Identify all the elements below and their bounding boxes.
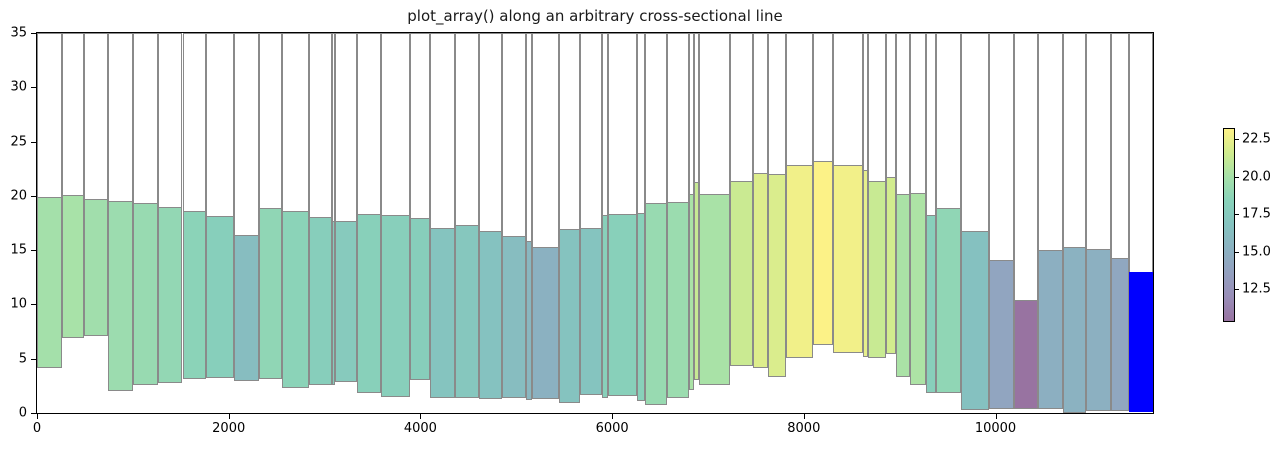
bar bbox=[694, 181, 700, 381]
bar bbox=[644, 203, 668, 406]
bar bbox=[182, 211, 206, 380]
bar bbox=[936, 208, 962, 394]
bar bbox=[309, 217, 333, 385]
y-axis-tick-label: 10 bbox=[10, 296, 27, 312]
bar bbox=[430, 228, 455, 398]
bar bbox=[1085, 249, 1111, 411]
x-axis-tick-label: 10000 bbox=[974, 421, 1017, 436]
bar bbox=[667, 201, 690, 398]
y-axis-tick bbox=[31, 141, 36, 143]
y-axis-tick bbox=[31, 250, 36, 252]
bar bbox=[205, 216, 234, 379]
bar bbox=[602, 214, 609, 398]
y-axis-tick bbox=[31, 413, 36, 414]
bar bbox=[84, 198, 109, 337]
bar bbox=[233, 235, 259, 381]
colorbar-tick bbox=[1235, 139, 1239, 141]
bar bbox=[730, 180, 753, 367]
bar bbox=[133, 203, 159, 385]
bar bbox=[332, 220, 336, 385]
colorbar-tick bbox=[1235, 214, 1239, 216]
bar bbox=[335, 221, 358, 382]
bar bbox=[531, 247, 559, 400]
bar bbox=[699, 194, 731, 385]
bar bbox=[357, 214, 382, 394]
x-axis-tick bbox=[995, 414, 997, 419]
x-axis-tick-label: 2000 bbox=[212, 421, 246, 436]
y-axis-tick-label: 0 bbox=[18, 405, 27, 421]
x-axis-tick bbox=[420, 414, 422, 419]
bar bbox=[910, 192, 927, 385]
bar bbox=[525, 241, 532, 400]
bar bbox=[886, 177, 897, 355]
y-axis-tick bbox=[31, 358, 36, 360]
colorbar-tick bbox=[1235, 289, 1239, 291]
bar bbox=[454, 224, 479, 399]
x-axis-tick-label: 4000 bbox=[403, 421, 437, 436]
bar bbox=[785, 165, 813, 358]
y-axis-tick-label: 25 bbox=[10, 134, 27, 150]
bar bbox=[579, 227, 603, 395]
bar bbox=[961, 231, 989, 411]
colorbar-tick-label: 12.5 bbox=[1242, 281, 1271, 297]
plot-area bbox=[36, 32, 1154, 414]
y-axis-tick-label: 20 bbox=[10, 188, 27, 204]
bar bbox=[689, 193, 695, 391]
y-axis-tick bbox=[31, 87, 36, 89]
x-axis-tick bbox=[612, 414, 614, 419]
chart-title: plot_array() along an arbitrary cross-se… bbox=[407, 7, 783, 25]
y-axis-tick-label: 5 bbox=[18, 351, 27, 367]
bar bbox=[1037, 250, 1063, 410]
bar bbox=[767, 174, 786, 378]
colorbar-tick bbox=[1235, 176, 1239, 178]
y-axis-tick bbox=[31, 304, 36, 306]
bar bbox=[478, 230, 502, 399]
bar bbox=[258, 208, 282, 380]
x-axis-tick bbox=[37, 414, 38, 419]
bar-special bbox=[1129, 272, 1153, 412]
bar bbox=[281, 211, 310, 389]
bar bbox=[608, 214, 638, 397]
bar bbox=[812, 161, 833, 345]
bar bbox=[1062, 246, 1086, 413]
bar bbox=[158, 206, 183, 384]
bar bbox=[926, 215, 937, 394]
bar bbox=[558, 228, 580, 404]
bar bbox=[501, 236, 526, 399]
bar bbox=[988, 259, 1014, 410]
bar bbox=[62, 194, 85, 339]
bar bbox=[1013, 299, 1038, 410]
colorbar-tick-label: 20.0 bbox=[1242, 169, 1271, 185]
bar bbox=[381, 215, 411, 397]
colorbar-tick bbox=[1235, 251, 1239, 253]
colorbar bbox=[1223, 128, 1235, 322]
x-axis-tick bbox=[803, 414, 805, 419]
y-axis-tick-label: 35 bbox=[10, 25, 27, 41]
colorbar-tick-label: 17.5 bbox=[1242, 206, 1271, 222]
y-axis-tick bbox=[31, 33, 36, 34]
bar bbox=[752, 173, 768, 369]
bar bbox=[410, 217, 431, 380]
bar bbox=[1110, 257, 1130, 411]
bar bbox=[896, 193, 911, 378]
x-axis-tick-label: 8000 bbox=[787, 421, 821, 436]
bar bbox=[108, 201, 134, 392]
x-axis-tick-label: 0 bbox=[32, 421, 42, 436]
bar bbox=[868, 181, 887, 358]
x-axis-tick-label: 6000 bbox=[595, 421, 629, 436]
y-axis-tick-label: 30 bbox=[10, 79, 27, 95]
bar bbox=[832, 164, 864, 354]
bar bbox=[37, 196, 63, 368]
bar bbox=[637, 213, 645, 402]
y-axis-tick-label: 15 bbox=[10, 242, 27, 258]
colorbar-tick-label: 15.0 bbox=[1242, 244, 1271, 260]
colorbar-tick-label: 22.5 bbox=[1242, 131, 1271, 147]
x-axis-tick bbox=[228, 414, 230, 419]
y-axis-tick bbox=[31, 195, 36, 197]
bar bbox=[863, 169, 869, 357]
